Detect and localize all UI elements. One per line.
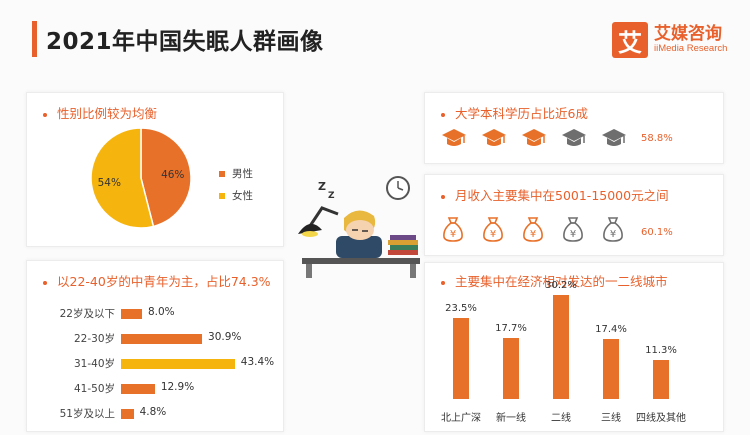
education-card: 大学本科学历占比近6成 58.8%	[424, 92, 724, 164]
education-card-title: 大学本科学历占比近6成	[441, 103, 588, 122]
city-category-label: 四线及其他	[636, 413, 686, 424]
title-bullet	[441, 112, 445, 117]
pie-slice-female	[90, 127, 155, 229]
city-title-text: 主要集中在经济相对发达的一二线城市	[455, 274, 668, 289]
brand-logo-icon: 艾	[612, 22, 648, 58]
city-bar	[553, 295, 569, 399]
city-card: 主要集中在经济相对发达的一二线城市 23.5% 北上广深 17.7% 新一线 30.2%…	[424, 262, 724, 432]
sleeping-person-illustration: Z Z	[298, 176, 420, 278]
age-title-text: 以22-40岁的中青年为主，占比74.3%	[57, 274, 271, 289]
graduation-cap-icon	[441, 127, 467, 153]
desk-surface	[302, 258, 420, 264]
gender-title-text: 性别比例较为均衡	[57, 106, 158, 121]
graduation-cap-icon	[521, 127, 547, 153]
sleeping-person-icon	[336, 210, 382, 258]
age-value-label: 8.0%	[147, 306, 175, 318]
city-value-label: 17.4%	[595, 324, 627, 336]
graduation-cap-icon	[601, 127, 627, 153]
title-bullet	[441, 280, 445, 285]
age-value-label: 12.9%	[160, 381, 195, 393]
svg-text:¥: ¥	[610, 229, 616, 240]
desk-lamp-icon	[298, 206, 339, 237]
age-value-label: 43.4%	[240, 356, 275, 368]
title-bullet	[441, 194, 445, 199]
clock-icon	[386, 176, 410, 200]
age-bar	[121, 309, 142, 319]
pie-value-label: 54%	[98, 177, 121, 189]
city-category-label: 新一线	[496, 413, 526, 424]
title-accent-bar	[32, 21, 37, 57]
svg-text:Z: Z	[328, 191, 335, 201]
city-bar	[603, 339, 619, 399]
age-card: 以22-40岁的中青年为主，占比74.3% 22岁及以下 8.0% 22-30岁 30…	[26, 260, 284, 432]
sleep-z-icon: Z Z	[318, 180, 335, 201]
desk-leg	[306, 264, 312, 278]
graduation-cap-icon	[481, 127, 507, 153]
city-category-label: 北上广深	[441, 413, 481, 424]
city-value-label: 17.7%	[495, 323, 527, 335]
pie-value-label: 46%	[161, 169, 184, 181]
income-percent: 60.1%	[641, 227, 673, 238]
age-bar	[121, 409, 134, 419]
legend-swatch	[219, 192, 225, 199]
pie-slice-male	[140, 127, 192, 228]
money-bag-icon: ¥	[521, 215, 545, 247]
book-stack-icon	[388, 235, 418, 255]
money-bag-icon: ¥	[441, 215, 465, 247]
city-card-title: 主要集中在经济相对发达的一二线城市	[441, 271, 668, 290]
gender-pie-chart: 46% 54%	[90, 127, 192, 229]
city-bar	[653, 360, 669, 399]
age-value-label: 30.9%	[208, 331, 242, 343]
page-title: 2021年中国失眠人群画像	[46, 29, 324, 55]
gender-card-title: 性别比例较为均衡	[43, 103, 157, 122]
education-title-text: 大学本科学历占比近6成	[455, 106, 588, 121]
graduation-cap-icon	[561, 127, 587, 153]
city-category-label: 二线	[551, 413, 571, 424]
age-value-label: 4.8%	[139, 406, 167, 418]
age-category-label: 22-30岁	[73, 333, 115, 345]
income-card: 月收入主要集中在5001-15000元之间 60.1% ¥ ¥ ¥ ¥ ¥	[424, 174, 724, 256]
svg-text:Z: Z	[318, 180, 326, 193]
age-bar	[121, 334, 203, 344]
desk-leg	[410, 264, 416, 278]
money-bag-icon: ¥	[601, 215, 625, 247]
legend-label: 女性	[232, 190, 253, 202]
city-bar	[453, 318, 469, 399]
city-bar	[503, 338, 519, 399]
money-bag-icon: ¥	[481, 215, 505, 247]
age-category-label: 22岁及以下	[59, 308, 115, 320]
gender-card: 性别比例较为均衡 46% 54% 男性女性	[26, 92, 284, 247]
money-bag-icon: ¥	[561, 215, 585, 247]
brand-subtitle: iiMedia Research	[654, 43, 728, 55]
city-value-label: 23.5%	[445, 303, 477, 315]
age-card-title: 以22-40岁的中青年为主，占比74.3%	[43, 271, 271, 290]
income-card-title: 月收入主要集中在5001-15000元之间	[441, 185, 669, 204]
city-value-label: 11.3%	[645, 345, 677, 357]
age-bar	[121, 384, 155, 394]
svg-text:¥: ¥	[450, 229, 456, 240]
brand-logo-block: 艾 艾媒咨询 iiMedia Research	[612, 22, 727, 58]
city-value-label: 30.2%	[545, 280, 577, 292]
brand-text: 艾媒咨询 iiMedia Research	[654, 25, 727, 54]
svg-text:¥: ¥	[530, 229, 536, 240]
education-percent: 58.8%	[641, 133, 673, 144]
age-category-label: 31-40岁	[73, 358, 115, 370]
legend-item-female: 女性	[219, 188, 253, 203]
svg-text:¥: ¥	[570, 229, 576, 240]
city-category-label: 三线	[601, 413, 621, 424]
legend-label: 男性	[232, 168, 253, 180]
age-category-label: 51岁及以上	[59, 408, 115, 420]
title-bullet	[43, 280, 47, 285]
title-bullet	[43, 112, 47, 117]
income-title-text: 月收入主要集中在5001-15000元之间	[455, 188, 669, 203]
svg-text:¥: ¥	[490, 229, 496, 240]
legend-swatch	[219, 170, 225, 177]
age-category-label: 41-50岁	[73, 383, 115, 395]
age-bar	[121, 359, 235, 369]
legend-item-male: 男性	[219, 166, 253, 181]
brand-name: 艾媒咨询	[654, 24, 722, 45]
